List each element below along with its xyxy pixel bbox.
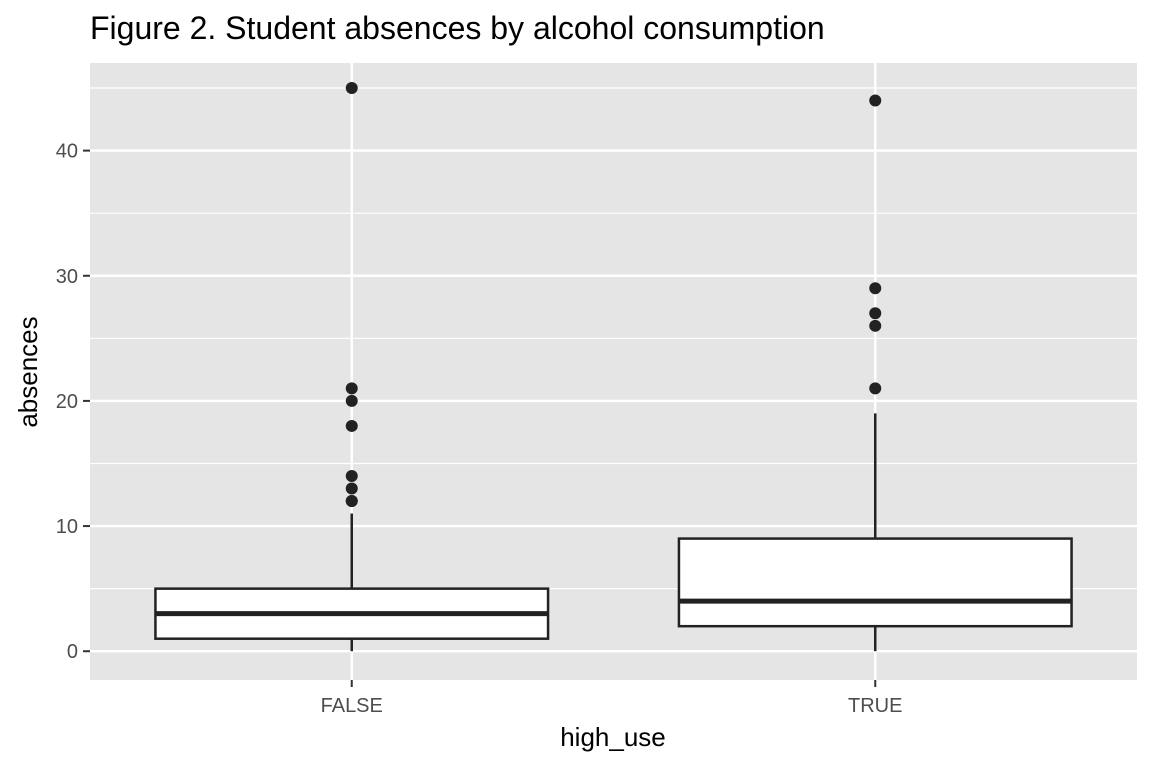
outlier-point bbox=[345, 482, 358, 495]
x-axis-title: high_use bbox=[560, 722, 666, 752]
outlier-point bbox=[869, 282, 882, 295]
y-tick-label: 10 bbox=[56, 516, 78, 538]
outlier-point bbox=[345, 382, 358, 395]
box-true bbox=[677, 94, 1073, 652]
chart-title: Figure 2. Student absences by alcohol co… bbox=[90, 10, 825, 46]
outlier-point bbox=[345, 82, 358, 95]
outlier-point bbox=[869, 307, 882, 320]
outlier-point bbox=[869, 319, 882, 332]
outlier-point bbox=[345, 419, 358, 432]
x-tick-label: FALSE bbox=[321, 695, 383, 717]
box-body bbox=[677, 537, 1073, 628]
x-tick-label: TRUE bbox=[848, 695, 902, 717]
box-false bbox=[154, 82, 550, 652]
y-tick-label: 30 bbox=[56, 266, 78, 288]
box-series bbox=[154, 82, 1073, 652]
x-axis: FALSE TRUE bbox=[321, 680, 902, 717]
y-tick-label: 0 bbox=[67, 641, 78, 663]
y-tick-label: 20 bbox=[56, 391, 78, 413]
outlier-point bbox=[869, 382, 882, 395]
y-axis-title: absences bbox=[13, 316, 43, 427]
outlier-point bbox=[345, 394, 358, 407]
y-tick-label: 40 bbox=[56, 141, 78, 163]
outlier-point bbox=[869, 94, 882, 107]
y-axis: 0 10 20 30 40 bbox=[56, 141, 90, 663]
outlier-point bbox=[345, 470, 358, 483]
outlier-point bbox=[345, 495, 358, 508]
